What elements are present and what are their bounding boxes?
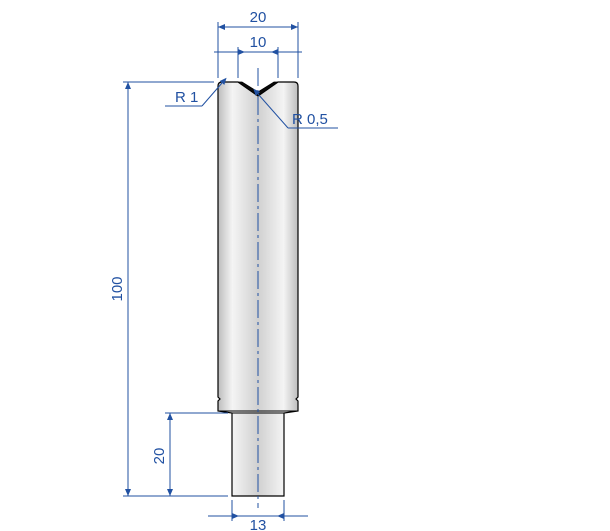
- dim-height-100-text: 100: [109, 276, 126, 301]
- dim-r05-text: R 0,5: [292, 111, 328, 128]
- engineering-drawing: 20 10 R 1 R 0,5 100 20: [0, 0, 610, 531]
- dim-height-100: 100: [109, 82, 228, 496]
- dim-top-20-text: 20: [250, 9, 267, 26]
- dim-r1-text: R 1: [175, 89, 198, 106]
- dim-height-20: 20: [151, 413, 228, 496]
- dim-top-10-text: 10: [250, 34, 267, 51]
- dim-height-20-text: 20: [151, 448, 168, 465]
- dim-r1: R 1: [165, 83, 222, 106]
- dim-base-13-text: 13: [250, 517, 267, 531]
